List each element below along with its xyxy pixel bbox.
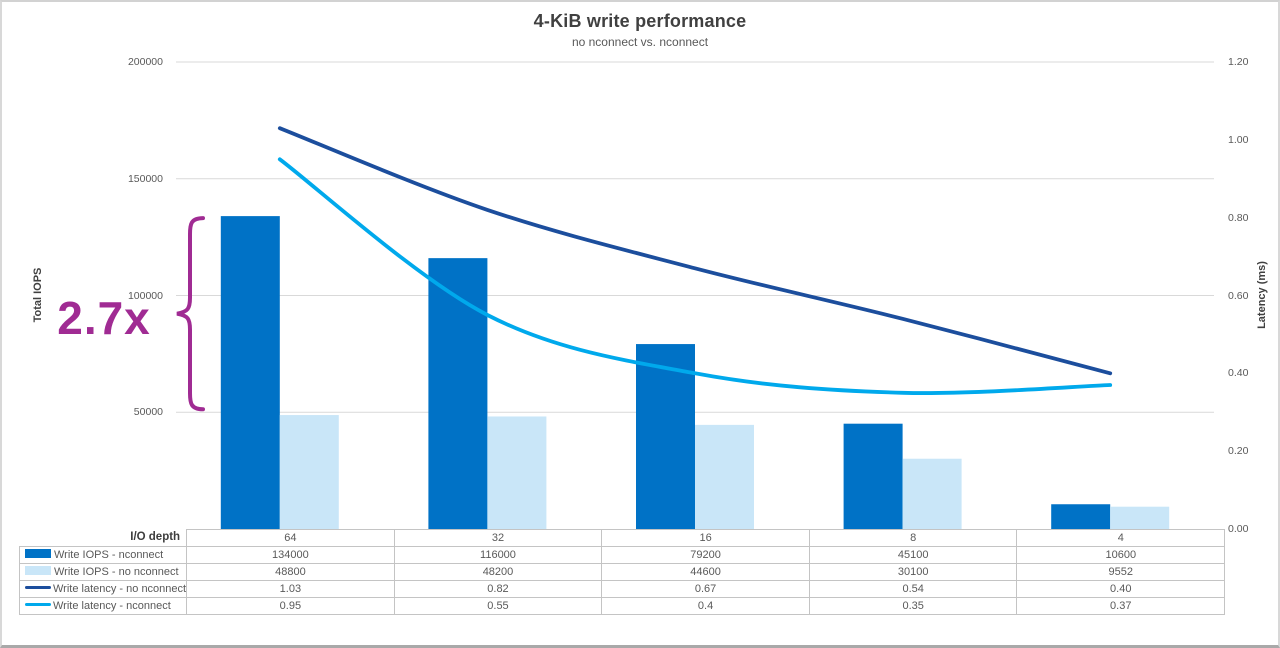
right-tick-label: 0.80 [1228,211,1249,224]
series-label-cell: Write IOPS - nconnect [18,546,188,564]
series-name: Write latency - no nconnect [53,582,187,595]
value-cell: 48200 [393,563,603,581]
series-label-cell: Write latency - no nconnect [18,580,188,598]
value-cell: 44600 [601,563,810,581]
value-cell: 0.35 [808,597,1018,615]
value-cell: 1.03 [186,580,395,598]
line-legend-swatch-icon [25,603,51,607]
chart-subtitle: no nconnect vs. nconnect [571,35,709,49]
annotation-multiplier: 2.7x [57,292,151,344]
series-name: Write latency - nconnect [53,599,171,612]
value-cell: 30100 [808,563,1018,581]
table-row: Write IOPS - no nconnect 48800 48200 44600 3… [18,563,1226,581]
category-header-cell: 4 [1016,529,1226,547]
value-cell: 0.40 [1016,580,1226,598]
iops-bar [279,415,339,529]
category-header-cell: 64 [186,529,395,547]
bar-legend-swatch-icon [25,566,51,576]
category-header-cell: 32 [393,529,603,547]
iops-bar [843,423,903,529]
value-cell: 134000 [186,546,395,564]
iops-bar [1110,506,1170,529]
iops-bar [1051,504,1111,529]
value-cell: 0.95 [186,597,395,615]
data-table: I/O depth 64 32 16 8 4 Write IOPS - nconnect 13… [18,529,1226,615]
series-name: Write IOPS - nconnect [54,548,164,561]
chart-title: 4-KiB write performance [533,11,747,31]
left-tick-label: 150000 [127,172,163,185]
category-header-cell: 16 [601,529,810,547]
value-cell: 0.54 [808,580,1018,598]
value-cell: 0.37 [1016,597,1226,615]
value-cell: 48800 [186,563,395,581]
iops-bar [902,458,962,529]
series-label-cell: Write IOPS - no nconnect [18,563,188,581]
series-label-cell: Write latency - nconnect [18,597,188,615]
iops-bar [220,216,280,530]
right-tick-label: 0.20 [1228,445,1249,458]
right-tick-label: 0.40 [1228,367,1249,380]
value-cell: 0.4 [601,597,810,615]
left-tick-label: 50000 [133,406,163,419]
value-cell: 9552 [1016,563,1226,581]
value-cell: 0.82 [393,580,603,598]
right-tick-label: 0.60 [1228,289,1249,302]
iops-bar [428,258,488,529]
table-row: I/O depth 64 32 16 8 4 [19,529,1226,547]
iops-bar [695,424,754,529]
iops-bar [636,344,695,529]
left-tick-label: 100000 [127,289,163,302]
line-legend-swatch-icon [25,586,51,590]
table-row: Write IOPS - nconnect 134000 116000 79200 45… [18,546,1226,564]
value-cell: 116000 [393,546,603,564]
latency-line [277,157,1113,395]
value-cell: 79200 [601,546,810,564]
value-cell: 10600 [1016,546,1226,564]
latency-line [277,126,1113,376]
value-cell: 0.67 [601,580,810,598]
left-tick-label: 200000 [127,56,163,68]
table-row: Write latency - nconnect 0.95 0.55 0.4 0.35 0… [18,597,1226,615]
bar-legend-swatch-icon [25,549,51,559]
value-cell: 45100 [808,546,1018,564]
right-tick-label: 1.20 [1228,56,1249,68]
brace-annotation [176,216,205,412]
right-tick-label: 0.00 [1228,523,1249,535]
chart-data-table: I/O depth 64 32 16 8 4 Write IOPS - nconnect 13… [18,529,1226,615]
value-cell: 0.55 [393,597,603,615]
right-tick-label: 1.00 [1228,133,1249,146]
series-name: Write IOPS - no nconnect [54,565,179,578]
table-row: Write latency - no nconnect 1.03 0.82 0.67 0… [18,580,1226,598]
iops-bar [487,416,547,529]
category-header-cell: 8 [808,529,1018,547]
x-axis-header: I/O depth [19,529,188,547]
